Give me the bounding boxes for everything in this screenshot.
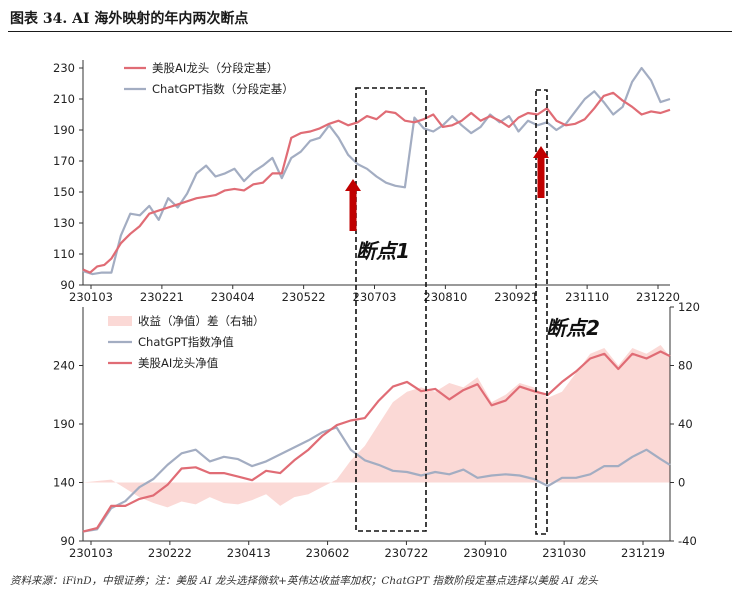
bottom-legend-swatch <box>108 316 132 326</box>
figure-title: 图表 34. AI 海外映射的年内两次断点 <box>10 11 249 27</box>
top-x-tick-label: 230404 <box>211 290 255 304</box>
bottom-y-right-tick-label: 40 <box>678 417 693 431</box>
top-chart: 90 110 130 150 170 190 210 230 230103 230221 23040… <box>53 60 680 304</box>
bottom-legend-label: 收益（净值）差（右轴） <box>138 314 265 328</box>
bottom-x-tick-label: 230910 <box>463 546 507 560</box>
break-2-box <box>535 89 548 535</box>
top-y-tick-label: 130 <box>53 216 75 230</box>
bottom-legend-label: ChatGPT指数净值 <box>138 335 234 349</box>
top-y-tick-label: 110 <box>53 247 75 261</box>
annotation-layer: 断点1 断点2 <box>345 87 600 535</box>
bottom-x-tick-label: 230103 <box>69 546 113 560</box>
top-x-tick-label: 230703 <box>353 290 397 304</box>
series-line-us-ai-top <box>82 91 671 274</box>
spread-area <box>83 345 670 508</box>
source-note: 资料来源：iFinD，中银证券；注：美股 AI 龙头选择微软+英伟达收益率加权；… <box>10 575 598 587</box>
top-x-tick-label: 231220 <box>636 290 680 304</box>
top-y-tick-label: 90 <box>60 278 75 292</box>
top-legend-label: 美股AI龙头（分段定基） <box>152 61 278 75</box>
top-y-tick-label: 210 <box>53 92 75 106</box>
bottom-y-left-tick-label: 140 <box>53 476 75 490</box>
series-line-us-ai-bottom <box>82 350 671 533</box>
top-x-tick-label: 230522 <box>282 290 326 304</box>
top-y-tick-label: 150 <box>53 185 75 199</box>
bottom-x-tick-label: 230222 <box>148 546 192 560</box>
bottom-y-right-tick-label: 0 <box>678 476 685 490</box>
top-x-tick-label: 230810 <box>423 290 467 304</box>
break-1-label: 断点1 <box>356 239 410 263</box>
bottom-y-right-tick-label: 120 <box>678 300 700 314</box>
bottom-y-right-tick-label: -40 <box>678 534 697 548</box>
bottom-x-tick-label: 230722 <box>384 546 428 560</box>
series-line-chatgpt-bottom <box>82 426 671 533</box>
bottom-y-left-tick-label: 240 <box>53 359 75 373</box>
top-y-tick-label: 190 <box>53 123 75 137</box>
top-x-tick-label: 230103 <box>69 290 113 304</box>
title-rule <box>8 31 732 32</box>
bottom-y-right-tick-label: 80 <box>678 359 693 373</box>
bottom-legend-label: 美股AI龙头净值 <box>138 356 219 370</box>
bottom-x-tick-label: 230413 <box>227 546 271 560</box>
bottom-x-tick-label: 231030 <box>542 546 586 560</box>
bottom-y-left-tick-label: 190 <box>53 417 75 431</box>
break-1-arrow-up-icon <box>345 179 361 231</box>
top-x-tick-label: 230921 <box>494 290 538 304</box>
break-1-box <box>355 87 427 532</box>
bottom-y-left-tick-label: 90 <box>60 534 75 548</box>
break-2-label: 断点2 <box>546 316 600 340</box>
top-x-tick-label: 230221 <box>140 290 184 304</box>
bottom-x-tick-label: 231219 <box>621 546 665 560</box>
top-y-tick-label: 170 <box>53 154 75 168</box>
top-x-tick-label: 231110 <box>565 290 609 304</box>
bottom-x-tick-label: 230602 <box>306 546 350 560</box>
break-2-arrow-up-icon <box>533 146 549 198</box>
top-legend-label: ChatGPT指数（分段定基） <box>152 82 294 96</box>
bottom-chart: 90 140 190 240 -40 0 40 80 120 230103 230222 230413… <box>53 300 700 560</box>
top-y-tick-label: 230 <box>53 61 75 75</box>
